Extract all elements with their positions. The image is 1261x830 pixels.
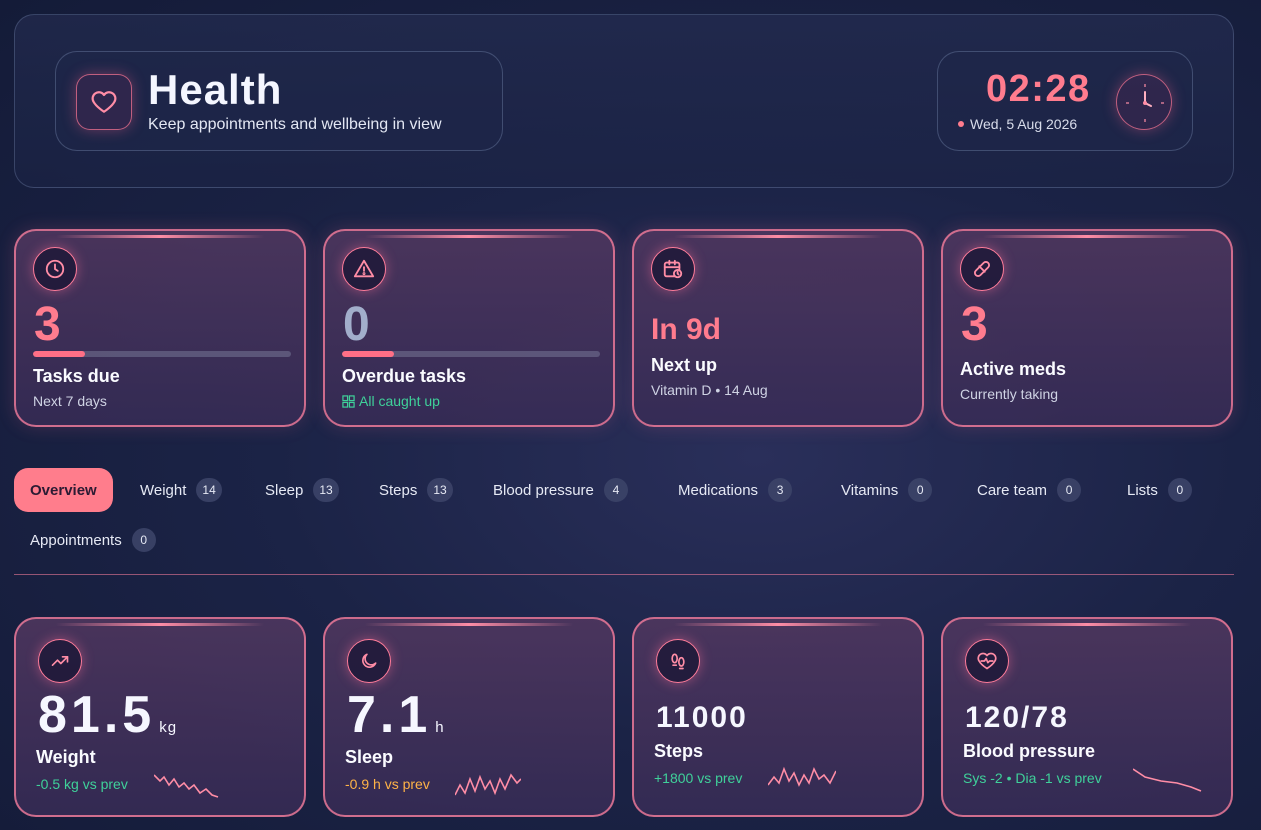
count-badge: 0: [131, 528, 156, 552]
active-meds-sub: Currently taking: [960, 386, 1059, 402]
tab-steps[interactable]: Steps 13: [363, 468, 469, 512]
tab-label: Overview: [30, 481, 97, 499]
bp-sparkline: [1133, 768, 1202, 792]
weight-sparkline: [154, 774, 219, 798]
active-meds-card[interactable]: 3 Active meds Currently taking: [941, 229, 1233, 427]
count-badge: 14: [196, 478, 222, 502]
count-badge: 13: [313, 478, 339, 502]
sleep-value: 7.1: [347, 686, 432, 744]
count-badge: 3: [768, 478, 793, 502]
tab-label: Blood pressure: [493, 481, 594, 499]
heart-icon: [76, 74, 132, 130]
clock-icon: [33, 247, 77, 291]
weight-card[interactable]: 81.5 kg Weight -0.5 kg vs prev: [14, 617, 306, 817]
overdue-sub-text: All caught up: [359, 393, 440, 409]
overdue-sub: All caught up: [342, 393, 440, 409]
tasks-due-count: 3: [34, 298, 61, 351]
count-badge: 0: [1167, 478, 1192, 502]
overdue-count: 0: [343, 298, 370, 351]
progress-fill: [33, 351, 85, 357]
current-date: Wed, 5 Aug 2026: [970, 116, 1078, 132]
tasks-due-sub: Next 7 days: [33, 393, 107, 409]
sleep-label: Sleep: [345, 747, 394, 767]
page-subtitle: Keep appointments and wellbeing in view: [148, 116, 442, 133]
active-meds-count: 3: [961, 298, 988, 351]
moon-icon: [347, 639, 391, 683]
tab-sleep[interactable]: Sleep 13: [249, 468, 355, 512]
tab-label: Weight: [140, 481, 187, 499]
steps-sparkline: [768, 766, 836, 787]
overdue-progress: [342, 351, 600, 357]
sleep-card[interactable]: 7.1 h Sleep -0.9 h vs prev: [323, 617, 615, 817]
bp-delta: Sys -2 • Dia -1 vs prev: [963, 770, 1102, 786]
status-dot: [958, 121, 964, 127]
title-card: Health Keep appointments and wellbeing i…: [55, 51, 503, 151]
tab-blood-pressure[interactable]: Blood pressure 4: [477, 468, 644, 512]
weight-unit: kg: [159, 719, 178, 736]
steps-delta: +1800 vs prev: [654, 770, 743, 786]
tab-label: Medications: [678, 481, 759, 499]
date-row: Wed, 5 Aug 2026: [958, 116, 1077, 132]
bp-label: Blood pressure: [963, 741, 1096, 761]
footprints-icon: [656, 639, 700, 683]
tasks-due-label: Tasks due: [33, 366, 120, 386]
tab-vitamins[interactable]: Vitamins 0: [825, 468, 948, 512]
clock-icon: [1116, 74, 1172, 130]
progress-fill: [342, 351, 394, 357]
active-meds-label: Active meds: [960, 359, 1067, 379]
weight-delta: -0.5 kg vs prev: [36, 776, 128, 792]
sleep-sparkline: [455, 773, 521, 796]
current-time: 02:28: [986, 68, 1091, 110]
tab-divider: [14, 574, 1234, 575]
page-title: Health: [148, 66, 283, 113]
sleep-unit: h: [435, 719, 445, 736]
trend-up-icon: [38, 639, 82, 683]
sleep-delta: -0.9 h vs prev: [345, 776, 430, 792]
weight-label: Weight: [36, 747, 96, 767]
next-up-label: Next up: [651, 355, 718, 375]
steps-value: 11000: [656, 701, 748, 734]
clock-card: 02:28 Wed, 5 Aug 2026: [937, 51, 1193, 151]
count-badge: 4: [603, 478, 628, 502]
sleep-value-row: 7.1 h: [347, 685, 445, 745]
tasks-due-card[interactable]: 3 Tasks due Next 7 days: [14, 229, 306, 427]
count-badge: 0: [1057, 478, 1082, 502]
count-badge: 0: [908, 478, 933, 502]
steps-card[interactable]: 11000 Steps +1800 vs prev: [632, 617, 924, 817]
tab-care-team[interactable]: Care team 0: [961, 468, 1097, 512]
next-up-when: In 9d: [651, 313, 722, 346]
tab-label: Care team: [977, 481, 1048, 499]
tab-label: Sleep: [265, 481, 304, 499]
tab-weight[interactable]: Weight 14: [124, 468, 238, 512]
tab-label: Steps: [379, 481, 418, 499]
warning-icon: [342, 247, 386, 291]
count-badge: 13: [427, 478, 453, 502]
overdue-label: Overdue tasks: [342, 366, 467, 386]
calendar-clock-icon: [651, 247, 695, 291]
weight-value: 81.5: [38, 686, 156, 744]
overdue-tasks-card[interactable]: 0 Overdue tasks All caught up: [323, 229, 615, 427]
bp-value: 120/78: [965, 701, 1069, 734]
next-up-sub: Vitamin D • 14 Aug: [651, 382, 768, 398]
next-up-card[interactable]: In 9d Next up Vitamin D • 14 Aug: [632, 229, 924, 427]
blood-pressure-card[interactable]: 120/78 Blood pressure Sys -2 • Dia -1 vs…: [941, 617, 1233, 817]
tab-label: Lists: [1127, 481, 1158, 499]
tab-label: Vitamins: [841, 481, 899, 499]
tab-overview[interactable]: Overview: [14, 468, 113, 512]
tasks-due-progress: [33, 351, 291, 357]
heart-pulse-icon: [965, 639, 1009, 683]
tab-lists[interactable]: Lists 0: [1111, 468, 1208, 512]
tab-medications[interactable]: Medications 3: [662, 468, 808, 512]
tab-label: Appointments: [30, 531, 122, 549]
tab-appointments[interactable]: Appointments 0: [14, 518, 172, 562]
pill-icon: [960, 247, 1004, 291]
grid-icon: [342, 394, 355, 408]
weight-value-row: 81.5 kg: [38, 685, 177, 745]
steps-label: Steps: [654, 741, 704, 761]
tab-bar: Overview Weight 14 Sleep 13 Steps 13 Blo…: [14, 468, 1234, 578]
